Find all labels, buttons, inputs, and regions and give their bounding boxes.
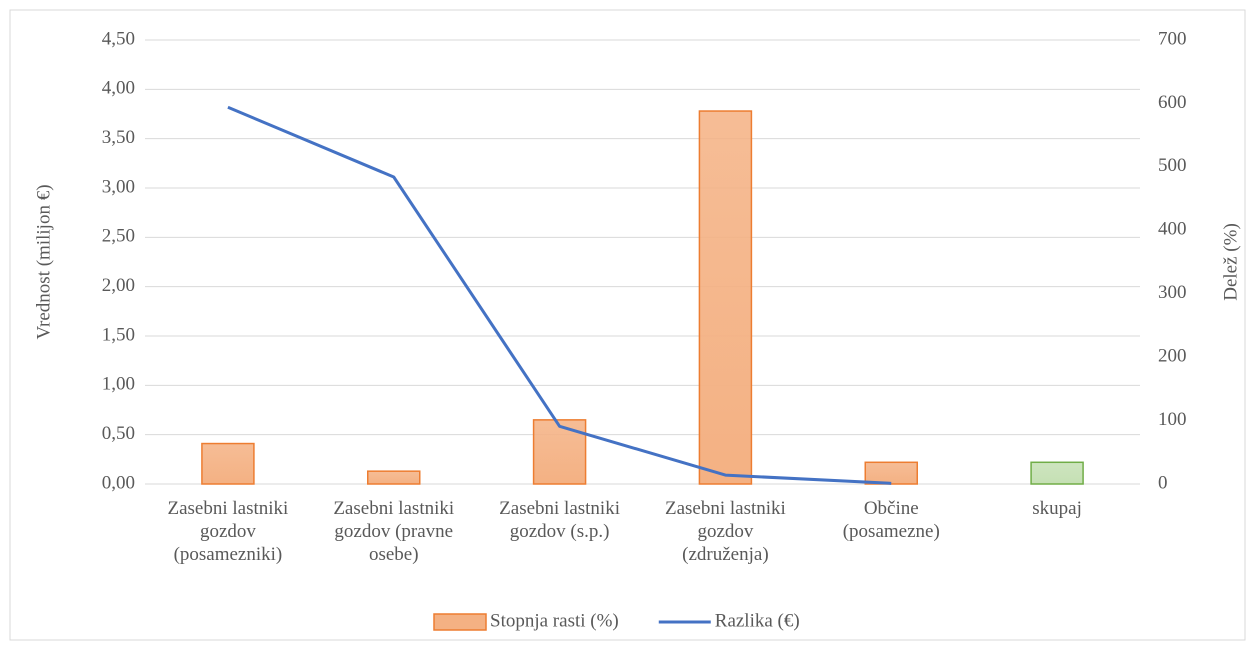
y2-tick-label: 700 (1158, 28, 1187, 49)
bar (864, 461, 918, 485)
x-tick-label: Zasebni lastniki gozdov (združenja) (664, 498, 786, 565)
x-tick-label: Zasebni lastniki gozdov (pravne osebe) (333, 498, 455, 565)
y-tick-label: 4,00 (102, 78, 135, 99)
y2-tick-label: 200 (1158, 346, 1187, 367)
y-tick-label: 3,00 (102, 176, 135, 197)
y2-tick-label: 400 (1158, 219, 1187, 240)
y-tick-label: 1,00 (102, 374, 135, 395)
y-tick-label: 0,00 (102, 472, 135, 493)
y2-tick-label: 0 (1158, 472, 1168, 493)
x-tick-label: Občine (posamezne) (842, 498, 940, 542)
bar (201, 442, 255, 485)
bar (367, 470, 421, 485)
y-tick-label: 2,50 (102, 226, 135, 247)
legend-label: Stopnja rasti (%) (490, 610, 619, 631)
y-tick-label: 2,00 (102, 275, 135, 296)
y-axis-title: Vrednost (milijon €) (33, 184, 54, 339)
bar (1030, 461, 1084, 485)
legend-swatch (433, 613, 487, 631)
y2-axis-title: Delež (%) (1220, 223, 1241, 301)
y-tick-label: 4,50 (102, 28, 135, 49)
y-tick-label: 3,50 (102, 127, 135, 148)
y-tick-label: 1,50 (102, 324, 135, 345)
y2-tick-label: 100 (1158, 409, 1187, 430)
x-tick-label: skupaj (1032, 498, 1082, 519)
legend-label: Razlika (€) (715, 610, 800, 631)
chart-border (9, 9, 1246, 641)
y2-tick-label: 300 (1158, 282, 1187, 303)
x-tick-label: Zasebni lastniki gozdov (posamezniki) (167, 498, 289, 565)
x-tick-label: Zasebni lastniki gozdov (s.p.) (499, 498, 620, 542)
y2-tick-label: 600 (1158, 92, 1187, 113)
bar (698, 110, 753, 485)
bar (532, 419, 587, 485)
y2-tick-label: 500 (1158, 155, 1187, 176)
line (227, 105, 892, 485)
y-tick-label: 0,50 (102, 423, 135, 444)
